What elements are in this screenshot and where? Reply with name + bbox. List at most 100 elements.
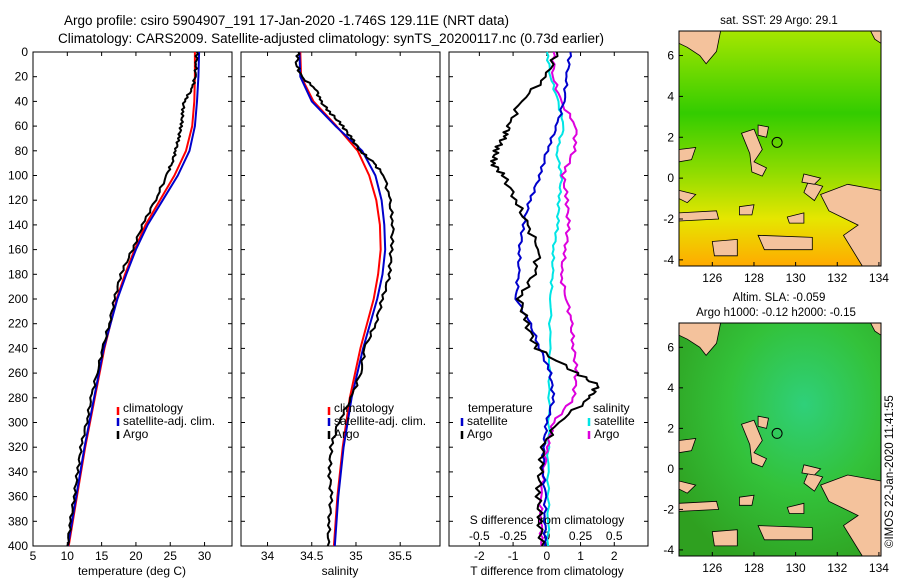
sla-field xyxy=(679,323,881,556)
x-tick-label: 25 xyxy=(164,549,178,563)
depth-tick-label: 80 xyxy=(15,144,29,158)
temperature-plot: 5 10 15 20 25 30 xyxy=(30,51,232,563)
lat-tick-label: 0 xyxy=(667,462,674,476)
lat-tick-label: 2 xyxy=(667,130,674,144)
difference-plot: -2 -1 0 1 2-0.5 -0.25 0 0.25 0.5 xyxy=(449,51,648,563)
lat-tick-label: 6 xyxy=(667,340,674,354)
x-tick-label: 2 xyxy=(611,549,618,563)
legend-t-argo: Argo xyxy=(467,427,493,441)
land xyxy=(679,189,697,204)
depth-tick-label: 360 xyxy=(8,490,28,504)
land xyxy=(740,419,768,468)
x-tick-label: 10 xyxy=(61,549,75,563)
series-line-argo xyxy=(66,51,199,547)
legend-temperature-title: temperature xyxy=(468,401,533,415)
x-tick-label: 20 xyxy=(129,549,143,563)
difference-xlabel: T difference from climatology xyxy=(470,564,624,578)
series-line-t-argo xyxy=(490,51,600,547)
salinity-legend: climatology satellite-adj. clim. Argo xyxy=(327,401,426,441)
lat-tick-label: 0 xyxy=(667,171,674,185)
land xyxy=(757,525,813,541)
land xyxy=(679,147,697,163)
s-tick-label: 0.25 xyxy=(569,529,593,543)
legend-argo: Argo xyxy=(334,427,360,441)
lon-tick-label: 132 xyxy=(827,271,847,285)
lat-tick-label: 4 xyxy=(667,381,674,395)
x-tick-label: 15 xyxy=(95,549,109,563)
argo-location-marker xyxy=(771,136,783,148)
x-tick-label: 34 xyxy=(261,549,275,563)
depth-tick-label: 260 xyxy=(8,366,28,380)
lon-tick-label: 130 xyxy=(786,561,806,575)
series-line-satellite-adj-clim- xyxy=(67,51,201,547)
sst-map-axes: 126 128 130 132 134 -4 -2 0 2 4 6 xyxy=(663,49,889,285)
depth-tick-label: 120 xyxy=(8,193,28,207)
lon-tick-label: 130 xyxy=(786,271,806,285)
depth-tick-label: 140 xyxy=(8,218,28,232)
land xyxy=(870,323,881,336)
x-tick-label: 1 xyxy=(577,549,584,563)
land xyxy=(820,474,881,556)
x-tick-label: 5 xyxy=(30,549,37,563)
x-tick-label: 35.5 xyxy=(389,549,413,563)
lat-tick-label: -2 xyxy=(663,502,674,516)
land xyxy=(803,181,824,202)
depth-tick-label: 340 xyxy=(8,465,28,479)
land xyxy=(803,472,824,492)
argo-location-marker xyxy=(771,427,783,439)
land-masses xyxy=(679,31,881,266)
lat-tick-label: -4 xyxy=(663,253,674,267)
sla-map-title-line2: Argo h1000: -0.12 h2000: -0.15 xyxy=(696,307,856,319)
legend-s-argo: Argo xyxy=(594,427,620,441)
depth-tick-label: 200 xyxy=(8,292,28,306)
legend-argo: Argo xyxy=(123,427,149,441)
lat-tick-label: 6 xyxy=(667,49,674,63)
depth-tick-label: 160 xyxy=(8,243,28,257)
title-line1: Argo profile: csiro 5904907_191 17-Jan-2… xyxy=(64,13,509,28)
lat-tick-label: -4 xyxy=(663,543,674,557)
land xyxy=(786,212,805,224)
depth-axis: 0 20 40 60 80 100 120 140 160 180 200 220 240 260 280 3… xyxy=(8,45,28,553)
land xyxy=(739,204,755,216)
land xyxy=(679,500,720,512)
x-tick-label: -2 xyxy=(474,549,485,563)
land xyxy=(801,173,822,185)
land xyxy=(757,415,769,429)
depth-tick-label: 20 xyxy=(15,70,29,84)
depth-tick-label: 240 xyxy=(8,341,28,355)
series-line-satellite-adj-clim- xyxy=(298,51,387,547)
lon-tick-label: 134 xyxy=(869,561,889,575)
depth-tick-label: 180 xyxy=(8,267,28,281)
depth-tick-label: 300 xyxy=(8,416,28,430)
s-difference-label: S difference from climatology xyxy=(470,513,625,527)
land xyxy=(739,494,755,506)
land xyxy=(679,31,722,65)
legend-satellite: satellite-adj. clim. xyxy=(123,414,215,428)
sst-map-title: sat. SST: 29 Argo: 29.1 xyxy=(720,15,838,27)
lon-tick-label: 132 xyxy=(827,561,847,575)
temperature-legend: climatology satellite-adj. clim. Argo xyxy=(116,401,215,441)
land xyxy=(801,464,822,476)
land xyxy=(679,480,697,494)
x-tick-label: 0 xyxy=(543,549,550,563)
land xyxy=(820,183,881,266)
x-tick-label: 35 xyxy=(349,549,363,563)
land-masses xyxy=(679,323,881,556)
sla-map-frame xyxy=(678,322,882,557)
sla-map xyxy=(679,323,881,556)
x-tick-label: -1 xyxy=(508,549,519,563)
depth-tick-label: 0 xyxy=(21,45,28,59)
lon-tick-label: 126 xyxy=(702,561,722,575)
lat-tick-label: -2 xyxy=(663,212,674,226)
lat-tick-label: 4 xyxy=(667,89,674,103)
s-tick-label: -0.25 xyxy=(499,529,527,543)
sst-map xyxy=(679,31,881,266)
depth-tick-label: 100 xyxy=(8,169,28,183)
s-tick-label: 0.5 xyxy=(606,529,623,543)
legend-climatology: climatology xyxy=(334,401,394,415)
lat-tick-label: 2 xyxy=(667,421,674,435)
lon-tick-label: 128 xyxy=(744,271,764,285)
lon-tick-label: 126 xyxy=(702,271,722,285)
temperature-panel xyxy=(32,51,233,547)
land xyxy=(740,128,768,177)
